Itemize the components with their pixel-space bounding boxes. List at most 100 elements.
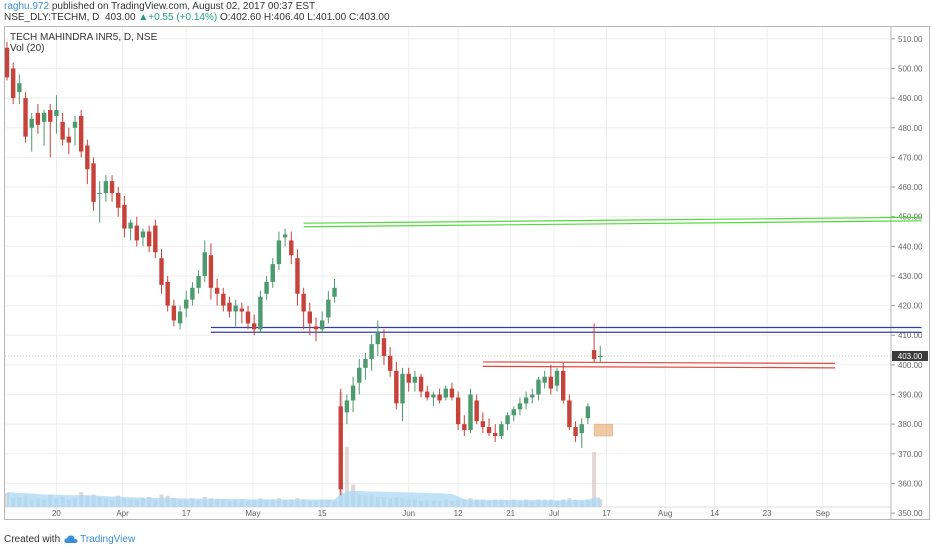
- volume-bar: [344, 447, 349, 507]
- candle-body: [418, 376, 424, 392]
- candle-body: [344, 400, 350, 413]
- symbol-price: 403.00: [104, 12, 136, 23]
- volume-ma-area: [7, 491, 601, 507]
- candle-body: [486, 427, 492, 434]
- publish-line: raghu.972 published on TradingView.com, …: [4, 1, 315, 12]
- candle-body: [134, 225, 139, 241]
- author-link[interactable]: raghu.972: [4, 1, 50, 12]
- y-tick-label: 470.00: [898, 153, 923, 162]
- x-tick-label: Jun: [402, 509, 415, 518]
- candle-body: [462, 424, 467, 431]
- legend-title: TECH MAHINDRA INR5, D, NSE: [10, 32, 158, 43]
- candle-body: [548, 376, 554, 389]
- candle-body: [116, 192, 121, 208]
- footer: Created with TradingView: [0, 530, 932, 550]
- candle-body: [499, 424, 504, 437]
- candle-body: [91, 163, 96, 202]
- candle-body: [301, 293, 306, 312]
- y-tick-label: 490.00: [898, 94, 923, 103]
- trendline-resistance-green-upper: [303, 216, 922, 224]
- candle-body: [431, 394, 436, 398]
- legend-volume: Vol (20): [10, 43, 45, 54]
- y-tick-label: 510.00: [898, 35, 923, 44]
- highlight-box: [593, 423, 613, 437]
- tradingview-link[interactable]: TradingView: [80, 534, 136, 545]
- candle-body: [412, 376, 418, 383]
- last-price-tag: [892, 350, 928, 361]
- candle-body: [468, 394, 473, 431]
- candle-body: [598, 355, 603, 358]
- candle-body: [307, 311, 313, 324]
- y-tick-label: 430.00: [898, 272, 923, 281]
- candle-body: [455, 397, 461, 425]
- x-tick-label: 17: [602, 509, 611, 518]
- y-tick-label: 370.00: [898, 450, 923, 459]
- candle-body: [245, 311, 251, 324]
- x-tick-label: 23: [763, 509, 772, 518]
- candle-body: [109, 181, 115, 193]
- y-tick-label: 480.00: [898, 124, 923, 133]
- candle-body: [313, 326, 319, 330]
- candle-body: [23, 98, 28, 137]
- symbol-name: NSE_DLY:TECHM, D: [4, 12, 100, 23]
- up-arrow-icon: ▲: [138, 12, 149, 23]
- candle-body: [295, 258, 300, 294]
- candle-body: [350, 385, 356, 401]
- candle-body: [381, 338, 387, 356]
- candle-body: [190, 287, 195, 300]
- candlestick-chart[interactable]: 510.00500.00490.00480.00470.00460.00450.…: [5, 27, 929, 519]
- candle-body: [579, 424, 584, 434]
- price-change: +0.55 (+0.14%): [148, 12, 218, 23]
- candle-body: [165, 281, 170, 306]
- candle-body: [252, 323, 257, 330]
- x-tick-label: 12: [454, 509, 463, 518]
- candle-body: [493, 433, 498, 437]
- candle-body: [530, 394, 535, 398]
- candle-body: [184, 299, 189, 309]
- candle-body: [474, 400, 479, 422]
- candle-body: [233, 305, 238, 312]
- candle-body: [319, 320, 325, 330]
- candle-body: [258, 296, 263, 330]
- volume-bar: [592, 452, 597, 507]
- candle-body: [5, 47, 10, 78]
- candle-body: [140, 231, 146, 238]
- candle-body: [177, 311, 183, 324]
- candle-body: [573, 427, 578, 437]
- candle-body: [536, 379, 541, 395]
- y-tick-label: 360.00: [898, 479, 923, 488]
- trendline-resistance-red-upper: [482, 361, 836, 364]
- x-tick-label: Jul: [549, 509, 559, 518]
- candle-body: [214, 287, 220, 294]
- candle-body: [66, 136, 71, 143]
- x-tick-label: 14: [710, 509, 719, 518]
- candle-body: [357, 367, 362, 383]
- candle-body: [567, 400, 572, 428]
- candle-body: [338, 406, 343, 490]
- candle-body: [153, 225, 158, 253]
- candle-body: [326, 299, 331, 318]
- x-tick-label: 15: [318, 509, 327, 518]
- x-tick-label: 20: [52, 509, 61, 518]
- candle-body: [554, 370, 560, 386]
- chart-pane[interactable]: 510.00 500.00 490.00 480.00 470.00 460.00 450.…: [4, 26, 930, 520]
- chart-header: raghu.972 published on TradingView.com, …: [0, 0, 932, 24]
- candle-body: [72, 121, 78, 128]
- candle-body: [523, 397, 529, 404]
- candle-body: [54, 109, 59, 116]
- x-tick-label: 21: [506, 509, 515, 518]
- created-with: Created with TradingView: [4, 534, 135, 545]
- x-tick-label: Apr: [116, 509, 129, 518]
- candle-body: [425, 391, 430, 398]
- y-tick-label: 440.00: [898, 242, 923, 251]
- candle-body: [227, 302, 232, 312]
- candle-body: [171, 305, 177, 321]
- candle-body: [146, 231, 152, 247]
- candle-body: [480, 421, 486, 428]
- candle-body: [10, 68, 16, 99]
- candle-body: [406, 373, 411, 383]
- tradingview-cloud-icon: [64, 535, 78, 544]
- candle-body: [29, 118, 34, 128]
- last-price-label: 403.00: [898, 352, 923, 361]
- y-tick-label: 460.00: [898, 183, 923, 192]
